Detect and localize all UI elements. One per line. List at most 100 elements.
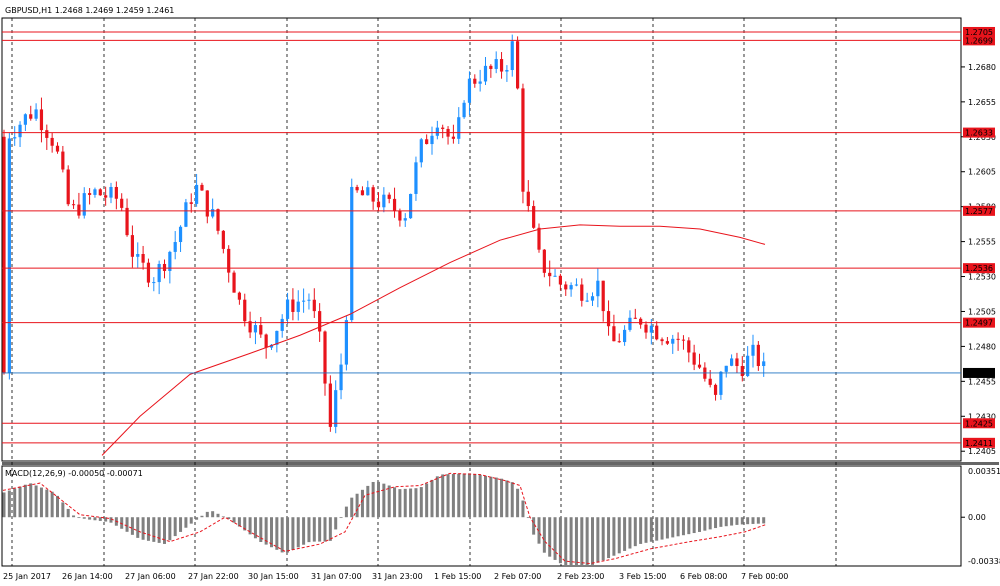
candle-body: [13, 137, 17, 139]
time-axis-label: 27 Jan 22:00: [188, 572, 239, 581]
candle-body: [596, 280, 600, 297]
macd-bar: [414, 488, 418, 518]
candle-body: [457, 117, 461, 139]
macd-bar: [441, 474, 445, 518]
candle-body: [227, 248, 231, 273]
candle-body: [697, 364, 702, 368]
price-level-label: 1.2411: [965, 439, 993, 448]
candle-body: [494, 59, 498, 69]
macd-bar: [243, 517, 247, 531]
macd-histogram-group: [2, 473, 766, 566]
macd-bar: [157, 517, 161, 543]
macd-bar: [516, 488, 520, 518]
macd-bar: [633, 517, 637, 547]
macd-bar: [671, 517, 675, 538]
candle-body: [612, 326, 616, 342]
candle-body: [45, 130, 49, 138]
macd-bar: [318, 517, 322, 542]
candle-body: [719, 371, 723, 395]
candle-body: [425, 139, 429, 145]
macd-bar: [740, 517, 744, 525]
candle-body: [665, 341, 669, 344]
candle-body: [414, 162, 418, 194]
candle-body: [355, 186, 359, 191]
macd-bar: [104, 517, 108, 522]
macd-bar: [398, 489, 402, 518]
candle-body: [205, 190, 209, 217]
candle-body: [344, 320, 348, 365]
candle-body: [39, 109, 44, 131]
time-axis-label: 3 Feb 15:00: [619, 572, 666, 581]
macd-bar: [120, 517, 124, 529]
candle-body: [403, 218, 407, 221]
macd-bar: [253, 517, 257, 539]
macd-bar: [521, 500, 525, 518]
time-axis-label: 26 Jan 14:00: [62, 572, 113, 581]
candle-body: [61, 151, 65, 170]
macd-bar: [510, 482, 514, 518]
candle-body: [366, 187, 370, 196]
macd-bar: [227, 517, 231, 520]
candle-body: [606, 311, 611, 327]
macd-bar: [211, 511, 215, 518]
candle-body: [633, 317, 637, 319]
candle-body: [323, 331, 327, 384]
macd-bar: [756, 517, 760, 524]
candle-body: [350, 186, 354, 321]
macd-bar: [403, 488, 407, 518]
macd-bar: [179, 517, 183, 532]
time-axis-label: 25 Jan 2017: [3, 572, 51, 581]
candle-body: [483, 65, 488, 82]
candle-body: [532, 206, 536, 228]
macd-bar: [724, 517, 728, 527]
time-axis-label: 27 Jan 06:00: [125, 572, 176, 581]
macd-bar: [585, 517, 589, 566]
candle-body: [746, 355, 750, 377]
macd-bar: [467, 473, 471, 518]
price-level-tag: [963, 418, 995, 429]
price-axis-label: 1.2655: [968, 98, 996, 107]
candle-body: [451, 136, 455, 139]
macd-header: MACD(12,26,9) -0.00050 -0.00071: [5, 469, 143, 478]
macd-bar: [45, 489, 49, 518]
candle-body: [569, 285, 573, 290]
candle-body: [730, 358, 734, 366]
candle-body: [168, 251, 172, 271]
candle-body: [318, 311, 322, 332]
macd-bar: [377, 481, 380, 518]
candle-body: [114, 186, 118, 199]
candle-body: [655, 325, 659, 340]
candle-body: [676, 338, 680, 340]
price-level-label: 1.2577: [965, 207, 993, 216]
macd-bar: [409, 488, 413, 518]
candle-body: [173, 242, 177, 252]
macd-axis-label: 0.00351: [968, 467, 1000, 476]
macd-bar: [457, 473, 461, 518]
candle-body: [601, 280, 605, 312]
macd-bar: [146, 517, 150, 541]
macd-bar: [639, 517, 643, 544]
macd-bar: [34, 485, 38, 518]
candle-body: [2, 136, 6, 374]
current-price-tag: [963, 367, 995, 378]
price-axis-label: 1.2405: [968, 447, 996, 456]
price-axis-label: 1.2455: [968, 377, 996, 386]
candle-body: [489, 65, 493, 69]
macd-panel-frame: [1, 465, 962, 567]
candle-body: [248, 321, 252, 333]
candle-body: [360, 190, 365, 196]
candle-body: [585, 300, 589, 302]
macd-bar: [23, 484, 27, 518]
candle-body: [141, 254, 145, 263]
macd-bar: [82, 517, 86, 519]
candle-body: [307, 299, 311, 301]
macd-bar: [714, 517, 718, 529]
time-axis-label: 31 Jan 07:00: [311, 572, 362, 581]
macd-bar: [237, 517, 241, 527]
candle-body: [473, 78, 477, 84]
symbol-header: GBPUSD,H1 1.2468 1.2469 1.2459 1.2461: [5, 6, 174, 15]
macd-bar: [628, 517, 632, 549]
macd-bar: [66, 508, 70, 518]
